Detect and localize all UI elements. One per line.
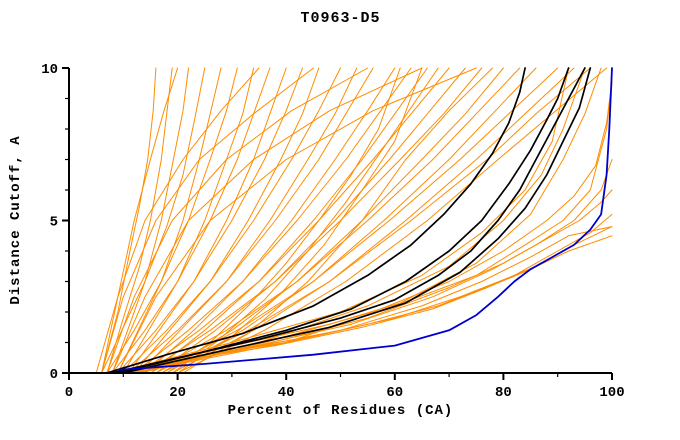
predicted-models-curve: [133, 67, 412, 374]
predicted-models-curve: [171, 67, 575, 374]
highlighted-models-curve: [106, 67, 526, 374]
x-tick-label: 20: [169, 385, 186, 401]
predicted-models-curve: [111, 67, 189, 374]
predicted-models-curve: [182, 67, 493, 374]
predicted-models-curve: [139, 67, 358, 374]
predicted-models-curve: [128, 67, 374, 374]
predicted-models-curve: [149, 67, 521, 374]
y-tick-label: 0: [50, 367, 58, 383]
predicted-models-curve: [144, 67, 396, 374]
predicted-models-curve: [177, 67, 608, 374]
y-tick-label: 5: [50, 215, 58, 231]
predicted-models-curve: [160, 67, 591, 374]
x-tick-label: 100: [599, 385, 624, 401]
predicted-models-curve: [101, 67, 179, 374]
predicted-models-curve: [117, 67, 303, 374]
page-title: T0963-D5: [300, 10, 381, 27]
predicted-models-curve: [155, 67, 466, 374]
y-tick-label: 10: [41, 62, 58, 78]
predicted-models-curve: [106, 67, 369, 374]
predicted-models-curve: [171, 67, 439, 374]
predicted-models-curve: [101, 67, 314, 374]
predicted-models-curve: [139, 79, 613, 374]
predicted-models-curve: [128, 159, 613, 374]
predicted-models-curve: [111, 67, 423, 374]
highlighted-models-curve: [122, 67, 592, 374]
predicted-models-curve: [128, 67, 287, 374]
predicted-models-curve: [117, 67, 222, 374]
predicted-models-curve: [111, 67, 570, 374]
predicted-models-curve: [106, 67, 173, 374]
predicted-models-curve: [122, 67, 341, 374]
predicted-models-curve: [149, 67, 428, 374]
predicted-models-curve: [133, 67, 602, 374]
predicted-models-curve: [155, 67, 559, 374]
x-tick-label: 0: [65, 385, 73, 401]
x-axis-label: Percent of Residues (CA): [227, 403, 454, 419]
predicted-models-curve: [166, 67, 401, 374]
predicted-models-curve: [117, 82, 613, 374]
best-model-curve: [117, 67, 613, 371]
x-tick-label: 40: [278, 385, 295, 401]
x-tick-label: 60: [386, 385, 403, 401]
predicted-models-curve: [101, 67, 157, 374]
highlighted-models-curve: [111, 67, 586, 374]
predicted-models-curve: [95, 67, 260, 374]
x-tick-label: 80: [495, 385, 512, 401]
predicted-models-curve: [117, 67, 477, 374]
highlighted-models-curve: [117, 67, 570, 374]
predicted-models-curve: [122, 67, 255, 374]
predicted-models-curve: [166, 67, 537, 374]
predicted-models-curve: [133, 67, 320, 374]
